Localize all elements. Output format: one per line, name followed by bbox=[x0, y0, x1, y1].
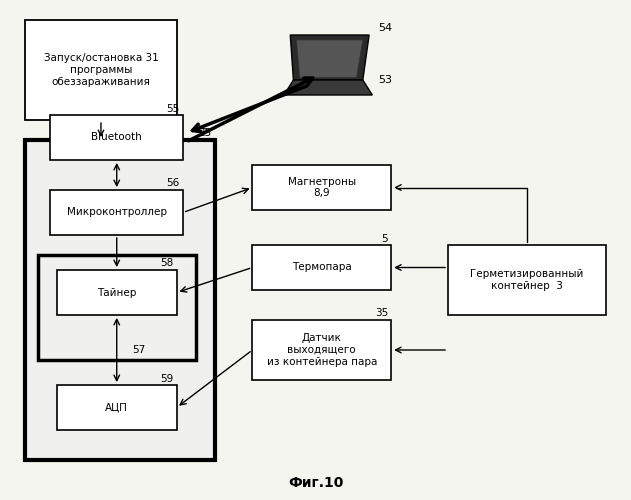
Text: Герметизированный
контейнер  3: Герметизированный контейнер 3 bbox=[470, 269, 584, 291]
Text: 57: 57 bbox=[133, 345, 146, 355]
FancyBboxPatch shape bbox=[25, 20, 177, 120]
Text: 56: 56 bbox=[167, 178, 180, 188]
Text: 53: 53 bbox=[379, 75, 392, 85]
FancyBboxPatch shape bbox=[50, 115, 183, 160]
FancyBboxPatch shape bbox=[252, 165, 391, 210]
FancyBboxPatch shape bbox=[25, 140, 215, 460]
Text: 55: 55 bbox=[167, 104, 180, 114]
Text: 25: 25 bbox=[198, 128, 211, 138]
Text: Тайнер: Тайнер bbox=[97, 288, 136, 298]
Text: Датчик
выходящего
из контейнера пара: Датчик выходящего из контейнера пара bbox=[267, 334, 377, 366]
Text: 54: 54 bbox=[379, 22, 392, 32]
FancyBboxPatch shape bbox=[57, 385, 177, 430]
Text: Запуск/остановка 31
программы
обеззараживания: Запуск/остановка 31 программы обеззаражи… bbox=[44, 54, 158, 86]
Text: 25: 25 bbox=[194, 125, 208, 135]
FancyBboxPatch shape bbox=[252, 245, 391, 290]
FancyBboxPatch shape bbox=[252, 320, 391, 380]
Text: 58: 58 bbox=[160, 258, 174, 268]
Polygon shape bbox=[284, 80, 372, 95]
Text: Термопара: Термопара bbox=[292, 262, 351, 272]
Text: Фиг.10: Фиг.10 bbox=[288, 476, 343, 490]
FancyBboxPatch shape bbox=[38, 255, 196, 360]
Text: Bluetooth: Bluetooth bbox=[91, 132, 142, 142]
Polygon shape bbox=[290, 35, 369, 80]
Text: 35: 35 bbox=[375, 308, 388, 318]
Text: 5: 5 bbox=[382, 234, 388, 243]
Text: Магнетроны
8,9: Магнетроны 8,9 bbox=[288, 176, 356, 199]
Polygon shape bbox=[297, 40, 363, 78]
FancyBboxPatch shape bbox=[57, 270, 177, 315]
Text: АЦП: АЦП bbox=[105, 402, 128, 412]
FancyBboxPatch shape bbox=[50, 190, 183, 235]
Text: Микроконтроллер: Микроконтроллер bbox=[67, 208, 167, 218]
FancyBboxPatch shape bbox=[448, 245, 606, 315]
Text: 59: 59 bbox=[160, 374, 174, 384]
